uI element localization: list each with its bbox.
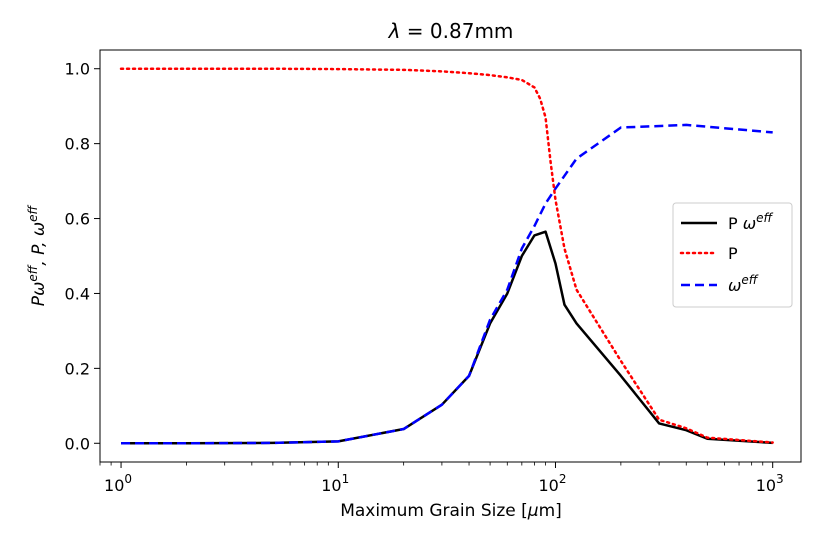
y-tick-label: 1.0 (65, 60, 90, 79)
y-tick-label: 0.0 (65, 434, 90, 453)
legend: P ωeff Pωeff (672, 202, 793, 308)
x-tick-label: 103 (756, 472, 784, 495)
plot-area (99, 49, 802, 463)
x-axis-label: Maximum Grain Size [μm] (340, 501, 562, 521)
y-tick-label: 0.4 (65, 284, 90, 303)
series-line-2 (121, 123, 773, 445)
x-tick-label: 101 (321, 472, 349, 495)
legend-label-2: ωeff (728, 273, 759, 295)
chart-title: λ = 0.87mm (388, 19, 514, 43)
y-axis-label: Pωeff, P, ωeff (26, 204, 49, 306)
x-tick-label: 100 (104, 472, 132, 495)
series-line-1 (119, 67, 774, 444)
y-tick-label: 0.8 (65, 135, 90, 154)
legend-label-0: P ωeff (728, 211, 774, 233)
series-group (119, 67, 774, 445)
x-tick-label: 102 (538, 472, 566, 495)
legend-box (672, 202, 793, 308)
legend-label-1: P (728, 244, 738, 263)
y-tick-label: 0.2 (65, 359, 90, 378)
y-axis-ticks: 0.0 0.2 0.4 0.6 0.8 1.0 (65, 60, 100, 453)
x-axis-ticks: 100 101 102 103 (99, 462, 784, 495)
y-tick-label: 0.6 (65, 210, 90, 229)
